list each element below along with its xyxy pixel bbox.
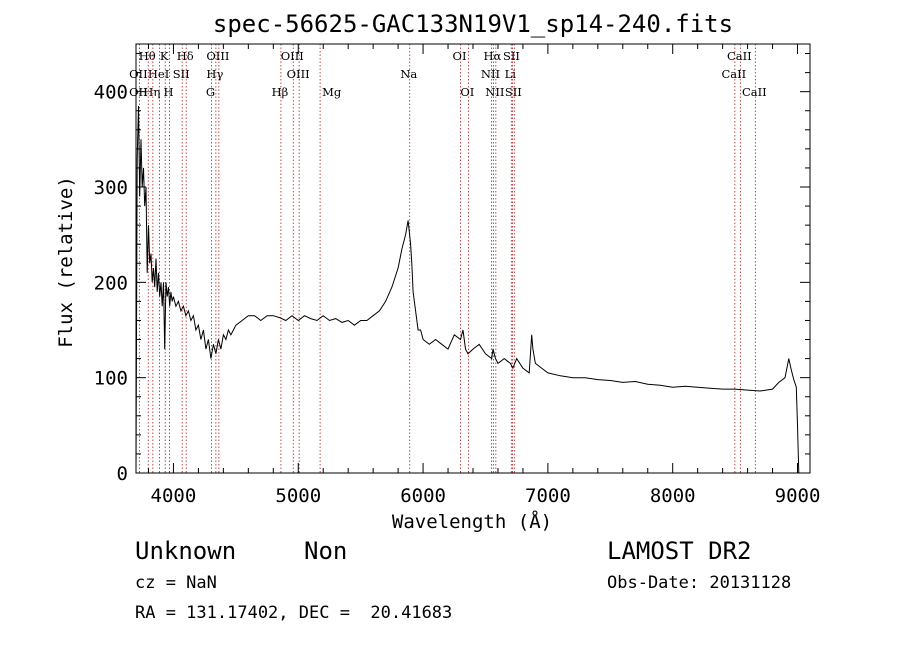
y-tick-label: 0 — [117, 463, 128, 485]
spectral-line-label: SII — [505, 85, 522, 99]
x-axis-ticks: 4000 5000 6000 7000 8000 9000 — [147, 44, 821, 507]
class-label: Unknown — [135, 537, 237, 565]
spectral-line-label: OII — [129, 67, 148, 81]
spectral-line-label: Hγ — [206, 67, 223, 81]
y-axis-ticks: 0 100 200 300 400 — [94, 53, 810, 485]
spectral-line-label: SII — [503, 49, 520, 63]
spectral-line-label: Hδ — [177, 49, 194, 63]
survey-label: LAMOST DR2 — [607, 537, 752, 565]
x-tick-label: 7000 — [525, 485, 571, 507]
spectral-line-label: NII — [481, 67, 500, 81]
y-axis-label: Flux (relative) — [55, 176, 77, 348]
spectral-line-label: CaII — [742, 85, 767, 99]
x-axis-label: Wavelength (Å) — [392, 510, 552, 533]
spectral-line-label: CaII — [727, 49, 752, 63]
y-tick-label: 300 — [94, 177, 128, 199]
x-tick-label: 4000 — [151, 485, 197, 507]
redshift-text: cz = NaN — [135, 573, 217, 593]
spectral-line-label: Hβ — [272, 85, 289, 99]
y-tick-label: 200 — [94, 272, 128, 294]
spectral-line-label: OIII — [206, 49, 229, 63]
spectral-line-label: SII — [173, 67, 190, 81]
spectral-line-label: OIII — [287, 67, 310, 81]
spectral-line-label: K — [160, 49, 169, 63]
spectrum-series-line — [135, 105, 800, 474]
spectral-line-label: Hη — [143, 85, 160, 99]
spectral-line-label: OIII — [281, 49, 304, 63]
y-tick-label: 100 — [94, 368, 128, 390]
subclass-label: Non — [304, 537, 348, 565]
spectral-line-label: Na — [400, 67, 417, 81]
chart-title: spec-56625-GAC133N19V1_sp14-240.fits — [213, 10, 733, 38]
x-tick-label: 5000 — [275, 485, 321, 507]
coordinates-text: RA = 131.17402, DEC = 20.41683 — [135, 603, 453, 623]
spectral-line-label: HeI — [148, 67, 169, 81]
spectral-line-label: Hθ — [139, 49, 156, 63]
y-tick-label: 400 — [94, 82, 128, 104]
spectral-line-label: OI — [453, 49, 467, 63]
spectral-line-label: NII — [485, 85, 504, 99]
obs-date-text: Obs-Date: 20131128 — [607, 573, 792, 593]
spectral-line-label: OI — [460, 85, 474, 99]
spectral-line-label: Mg — [322, 85, 342, 99]
spectral-line-markers — [138, 44, 756, 473]
plot-frame — [135, 43, 811, 474]
spectral-line-label: Li — [505, 67, 517, 81]
spectral-line-label: CaII — [721, 67, 746, 81]
x-tick-label: 6000 — [400, 485, 446, 507]
spectral-line-label: Hα — [483, 49, 501, 63]
spectral-line-label: G — [206, 85, 215, 99]
x-tick-label: 9000 — [775, 485, 821, 507]
x-tick-label: 8000 — [650, 485, 696, 507]
spectral-line-label: H — [164, 85, 174, 99]
